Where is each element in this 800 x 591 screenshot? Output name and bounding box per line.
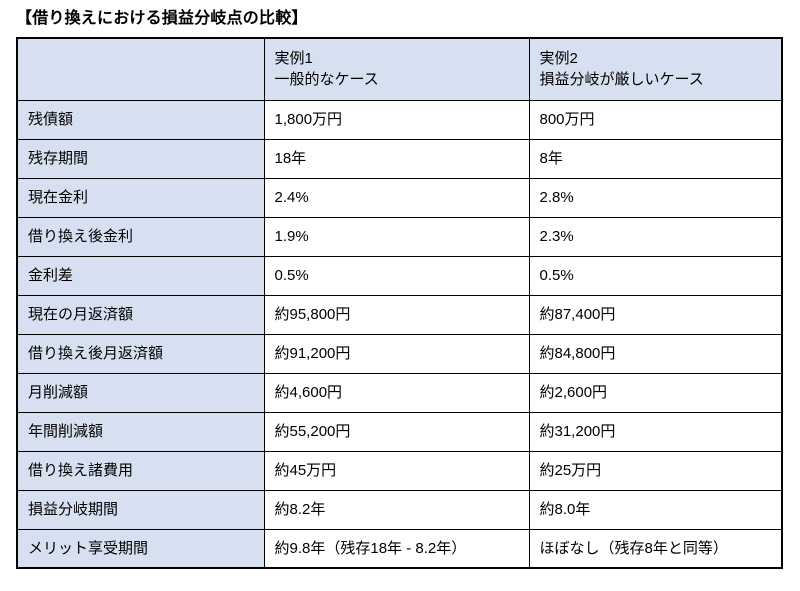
table-row: 現在金利 2.4% 2.8% [16, 177, 783, 218]
table-row: 借り換え諸費用 約45万円 約25万円 [16, 450, 783, 491]
value-cell-case1: 約9.8年（残存18年 - 8.2年） [263, 528, 530, 569]
value-cell-case1: 約4,600円 [263, 372, 530, 413]
value-cell-case1: 1.9% [263, 216, 530, 257]
row-label-cell: メリット享受期間 [16, 528, 265, 569]
row-label-cell: 月削減額 [16, 372, 265, 413]
table-row: メリット享受期間 約9.8年（残存18年 - 8.2年） ほぼなし（残存8年と同… [16, 528, 783, 569]
table-header: 実例1 一般的なケース 実例2 損益分岐が厳しいケース [16, 37, 783, 101]
row-label-cell: 借り換え後金利 [16, 216, 265, 257]
header-corner-cell [16, 37, 265, 101]
refinance-comparison-table: 実例1 一般的なケース 実例2 損益分岐が厳しいケース 残債額 1,800万円 … [16, 37, 783, 570]
value-cell-case1: 18年 [263, 138, 530, 179]
header-row: 実例1 一般的なケース 実例2 損益分岐が厳しいケース [16, 37, 783, 101]
row-label-cell: 年間削減額 [16, 411, 265, 452]
table-row: 借り換え後金利 1.9% 2.3% [16, 216, 783, 257]
row-label-cell: 残存期間 [16, 138, 265, 179]
value-cell-case1: 2.4% [263, 177, 530, 218]
page-title: 【借り換えにおける損益分岐点の比較】 [16, 10, 308, 27]
value-cell-case2: 2.8% [528, 177, 783, 218]
value-cell-case1: 約45万円 [263, 450, 530, 491]
table-row: 現在の月返済額 約95,800円 約87,400円 [16, 294, 783, 335]
table-row: 残債額 1,800万円 800万円 [16, 99, 783, 140]
row-label-cell: 損益分岐期間 [16, 489, 265, 530]
value-cell-case1: 約8.2年 [263, 489, 530, 530]
row-label-cell: 残債額 [16, 99, 265, 140]
value-cell-case2: 800万円 [528, 99, 783, 140]
value-cell-case1: 1,800万円 [263, 99, 530, 140]
value-cell-case2: ほぼなし（残存8年と同等） [528, 528, 783, 569]
row-label-cell: 借り換え諸費用 [16, 450, 265, 491]
row-label-cell: 現在の月返済額 [16, 294, 265, 335]
table-body: 残債額 1,800万円 800万円 残存期間 18年 8年 現在金利 2.4% … [16, 99, 783, 569]
value-cell-case1: 約55,200円 [263, 411, 530, 452]
value-cell-case2: 約2,600円 [528, 372, 783, 413]
table-row: 残存期間 18年 8年 [16, 138, 783, 179]
value-cell-case2: 約8.0年 [528, 489, 783, 530]
header-case1-cell: 実例1 一般的なケース [263, 37, 530, 101]
value-cell-case2: 約84,800円 [528, 333, 783, 374]
value-cell-case2: 約87,400円 [528, 294, 783, 335]
value-cell-case2: 8年 [528, 138, 783, 179]
table-row: 年間削減額 約55,200円 約31,200円 [16, 411, 783, 452]
value-cell-case1: 0.5% [263, 255, 530, 296]
row-label-cell: 金利差 [16, 255, 265, 296]
value-cell-case1: 約95,800円 [263, 294, 530, 335]
table-row: 借り換え後月返済額 約91,200円 約84,800円 [16, 333, 783, 374]
value-cell-case2: 約25万円 [528, 450, 783, 491]
row-label-cell: 借り換え後月返済額 [16, 333, 265, 374]
table-row: 金利差 0.5% 0.5% [16, 255, 783, 296]
value-cell-case2: 0.5% [528, 255, 783, 296]
header-case2-cell: 実例2 損益分岐が厳しいケース [528, 37, 783, 101]
value-cell-case1: 約91,200円 [263, 333, 530, 374]
value-cell-case2: 約31,200円 [528, 411, 783, 452]
value-cell-case2: 2.3% [528, 216, 783, 257]
table-row: 損益分岐期間 約8.2年 約8.0年 [16, 489, 783, 530]
row-label-cell: 現在金利 [16, 177, 265, 218]
table-row: 月削減額 約4,600円 約2,600円 [16, 372, 783, 413]
